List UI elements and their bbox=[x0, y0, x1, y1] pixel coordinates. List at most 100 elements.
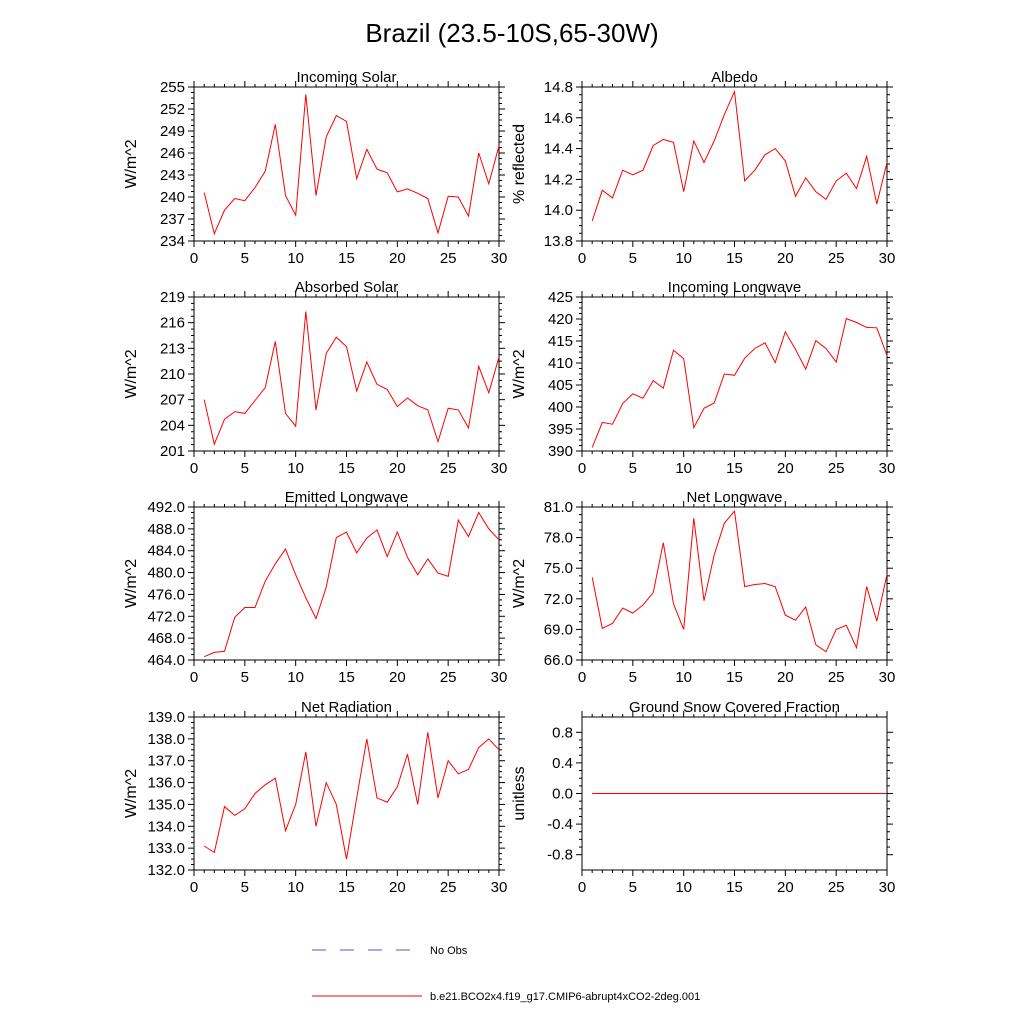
net-radiation-frame bbox=[193, 716, 500, 871]
net-longwave-series-line bbox=[591, 509, 888, 653]
albedo-ytick-label: 14.8 bbox=[544, 79, 573, 96]
net-radiation-ytick-label: 138.0 bbox=[147, 731, 185, 748]
net-longwave-frame bbox=[581, 506, 888, 661]
net-radiation-xtick-label: 20 bbox=[389, 879, 406, 896]
ground-snow-covered-fraction-xtick-label: 10 bbox=[675, 879, 692, 896]
net-radiation-xtick-label: 25 bbox=[440, 879, 457, 896]
absorbed-solar-xtick-label: 15 bbox=[338, 460, 355, 477]
panel-incoming-solar: Incoming Solar 0 5 10 15 20 25 30 234 237 240 243 24… bbox=[123, 69, 507, 267]
net-radiation-ytick-label: 132.0 bbox=[147, 862, 185, 879]
net-longwave-ytick-label: 75.0 bbox=[544, 560, 573, 577]
albedo-xtick-label: 15 bbox=[726, 250, 743, 267]
net-radiation-ytick-label: 134.0 bbox=[147, 818, 185, 835]
emitted-longwave-ytick-label: 476.0 bbox=[147, 586, 185, 603]
emitted-longwave-xtick-label: 0 bbox=[190, 669, 198, 686]
emitted-longwave-xtick-label: 5 bbox=[241, 669, 249, 686]
net-radiation-ytick-label: 139.0 bbox=[147, 709, 185, 726]
ground-snow-covered-fraction-ytick-label: 0.4 bbox=[552, 755, 573, 772]
absorbed-solar-xtick-label: 5 bbox=[241, 460, 249, 477]
ground-snow-covered-fraction-xtick-label: 20 bbox=[777, 879, 794, 896]
absorbed-solar-xtick-label: 10 bbox=[287, 460, 304, 477]
panel-incoming-longwave: Incoming Longwave 0 5 10 15 20 25 30 390 395 400 40… bbox=[511, 279, 895, 477]
incoming-solar-ytick-label: 237 bbox=[160, 211, 185, 228]
ground-snow-covered-fraction-ytick-label: 0.8 bbox=[552, 724, 573, 741]
absorbed-solar-ytick-label: 201 bbox=[160, 443, 185, 460]
net-longwave-ytick-label: 78.0 bbox=[544, 530, 573, 547]
net-longwave-title: Net Longwave bbox=[687, 489, 783, 506]
emitted-longwave-xtick-label: 25 bbox=[440, 669, 457, 686]
emitted-longwave-title: Emitted Longwave bbox=[285, 489, 408, 506]
incoming-solar-ytick-label: 249 bbox=[160, 123, 185, 140]
incoming-longwave-ytick-label: 425 bbox=[548, 289, 573, 306]
emitted-longwave-xtick-label: 20 bbox=[389, 669, 406, 686]
albedo-ytick-label: 14.6 bbox=[544, 110, 573, 127]
incoming-solar-frame bbox=[193, 86, 500, 242]
absorbed-solar-ytick-label: 207 bbox=[160, 392, 185, 409]
net-radiation-xtick-label: 15 bbox=[338, 879, 355, 896]
incoming-solar-xtick-label: 30 bbox=[491, 250, 508, 267]
incoming-longwave-ytick-label: 400 bbox=[548, 399, 573, 416]
incoming-longwave-ytick-label: 415 bbox=[548, 333, 573, 350]
emitted-longwave-ytick-label: 472.0 bbox=[147, 608, 185, 625]
net-radiation-ytick-label: 133.0 bbox=[147, 840, 185, 857]
emitted-longwave-ytick-label: 484.0 bbox=[147, 543, 185, 560]
emitted-longwave-ylabel: W/m^2 bbox=[123, 559, 140, 608]
emitted-longwave-frame bbox=[193, 506, 500, 661]
emitted-longwave-ytick-label: 488.0 bbox=[147, 521, 185, 538]
emitted-longwave-xtick-label: 15 bbox=[338, 669, 355, 686]
incoming-solar-ylabel: W/m^2 bbox=[123, 139, 140, 188]
incoming-solar-ytick-label: 246 bbox=[160, 145, 185, 162]
absorbed-solar-title: Absorbed Solar bbox=[295, 279, 398, 296]
albedo-xtick-label: 30 bbox=[879, 250, 896, 267]
incoming-solar-xtick-label: 25 bbox=[440, 250, 457, 267]
net-longwave-xtick-label: 20 bbox=[777, 669, 794, 686]
emitted-longwave-ytick-label: 468.0 bbox=[147, 630, 185, 647]
incoming-solar-title: Incoming Solar bbox=[296, 69, 396, 86]
incoming-longwave-series-line bbox=[591, 317, 888, 448]
incoming-longwave-xtick-label: 10 bbox=[675, 460, 692, 477]
absorbed-solar-xtick-label: 25 bbox=[440, 460, 457, 477]
net-radiation-ytick-label: 135.0 bbox=[147, 796, 185, 813]
albedo-series-line bbox=[591, 89, 888, 222]
incoming-solar-ytick-label: 252 bbox=[160, 101, 185, 118]
net-radiation-ytick-label: 137.0 bbox=[147, 753, 185, 770]
net-radiation-series-line bbox=[203, 732, 500, 860]
incoming-solar-xtick-label: 20 bbox=[389, 250, 406, 267]
net-longwave-ytick-label: 66.0 bbox=[544, 652, 573, 669]
net-longwave-xtick-label: 15 bbox=[726, 669, 743, 686]
ground-snow-covered-fraction-ytick-label: -0.4 bbox=[547, 816, 573, 833]
albedo-frame bbox=[581, 86, 888, 242]
incoming-longwave-ytick-label: 390 bbox=[548, 443, 573, 460]
emitted-longwave-ytick-label: 464.0 bbox=[147, 652, 185, 669]
emitted-longwave-xtick-label: 10 bbox=[287, 669, 304, 686]
incoming-solar-xtick-label: 5 bbox=[241, 250, 249, 267]
incoming-solar-xtick-label: 15 bbox=[338, 250, 355, 267]
absorbed-solar-xtick-label: 20 bbox=[389, 460, 406, 477]
ground-snow-covered-fraction-xtick-label: 25 bbox=[828, 879, 845, 896]
ground-snow-covered-fraction-ytick-label: -0.8 bbox=[547, 847, 573, 864]
net-longwave-xtick-label: 0 bbox=[578, 669, 586, 686]
ground-snow-covered-fraction-xtick-label: 15 bbox=[726, 879, 743, 896]
incoming-longwave-xtick-label: 0 bbox=[578, 460, 586, 477]
albedo-xtick-label: 25 bbox=[828, 250, 845, 267]
ground-snow-covered-fraction-ylabel: unitless bbox=[511, 766, 528, 820]
panel-net-longwave: Net Longwave 0 5 10 15 20 25 30 66.0 69.0 72.0 75.0… bbox=[511, 489, 895, 686]
absorbed-solar-ylabel: W/m^2 bbox=[123, 349, 140, 398]
net-radiation-ylabel: W/m^2 bbox=[123, 769, 140, 818]
panel-absorbed-solar: Absorbed Solar 0 5 10 15 20 25 30 201 204 207 210 21… bbox=[123, 279, 507, 477]
absorbed-solar-ytick-label: 204 bbox=[160, 417, 185, 434]
incoming-solar-series-line bbox=[203, 94, 500, 236]
net-longwave-ytick-label: 81.0 bbox=[544, 499, 573, 516]
albedo-title: Albedo bbox=[711, 69, 758, 86]
ground-snow-covered-fraction-title: Ground Snow Covered Fraction bbox=[629, 699, 840, 716]
incoming-solar-xtick-label: 0 bbox=[190, 250, 198, 267]
panel-net-radiation: Net Radiation 0 5 10 15 20 25 30 132.0 133.0 134.0… bbox=[123, 699, 507, 896]
net-radiation-title: Net Radiation bbox=[301, 699, 392, 716]
net-longwave-xtick-label: 30 bbox=[879, 669, 896, 686]
net-radiation-xtick-label: 30 bbox=[491, 879, 508, 896]
incoming-longwave-xtick-label: 15 bbox=[726, 460, 743, 477]
incoming-longwave-ytick-label: 410 bbox=[548, 355, 573, 372]
albedo-ytick-label: 14.2 bbox=[544, 171, 573, 188]
net-radiation-xtick-label: 0 bbox=[190, 879, 198, 896]
